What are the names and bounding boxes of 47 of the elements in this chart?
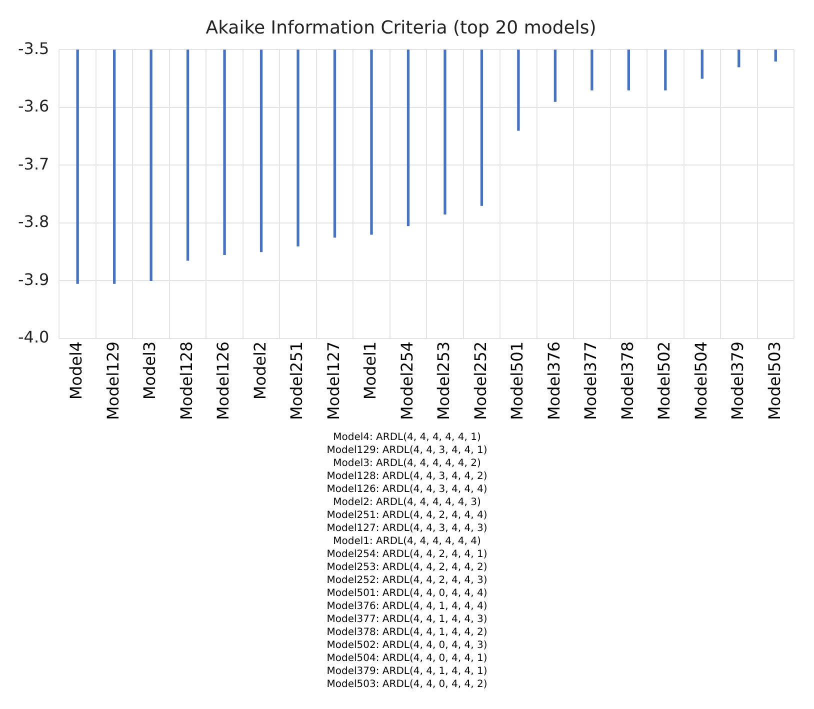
x-tick-label: Model251	[287, 341, 306, 420]
x-tick-label: Model3	[140, 341, 160, 400]
text: Model1: ARDL(4, 4, 4, 4, 4, 4)	[332, 535, 482, 548]
x-tick-label: Model4	[66, 341, 86, 400]
text: Model379: ARDL(4, 4, 1, 4, 4, 1)	[326, 665, 488, 678]
text: Model251: ARDL(4, 4, 2, 4, 4, 4)	[326, 509, 488, 522]
y-tick-label: -4.0	[18, 328, 50, 347]
chart-title: Akaike Information Criteria (top 20 models)	[206, 17, 596, 38]
x-tick-label: Model126	[214, 341, 233, 420]
y-tick-label: -3.8	[18, 212, 50, 232]
text: Model252: ARDL(4, 4, 2, 4, 4, 3)	[326, 574, 488, 587]
y-tick-label: -3.9	[18, 270, 50, 289]
text: Model253: ARDL(4, 4, 2, 4, 4, 2)	[326, 561, 488, 574]
text: Model501: ARDL(4, 4, 0, 4, 4, 4)	[326, 587, 488, 600]
text: Model2: ARDL(4, 4, 4, 4, 4, 3)	[332, 496, 482, 509]
y-tick-label: -3.6	[18, 96, 50, 116]
x-tick-label: Model2	[250, 341, 270, 400]
x-tick-label: Model377	[581, 341, 600, 420]
x-tick-label: Model129	[103, 341, 122, 420]
text: Model129: ARDL(4, 4, 3, 4, 4, 1)	[326, 444, 488, 457]
text: Model127: ARDL(4, 4, 3, 4, 4, 3)	[326, 522, 488, 535]
text: Model128: ARDL(4, 4, 3, 4, 4, 2)	[326, 470, 488, 483]
x-tick-label: Model128	[176, 341, 196, 420]
x-tick-label: Model503	[764, 341, 784, 420]
y-tick-label: -3.7	[18, 154, 50, 174]
text: Model504: ARDL(4, 4, 0, 4, 4, 1)	[326, 652, 488, 665]
text: Model4: ARDL(4, 4, 4, 4, 4, 1)	[332, 431, 482, 444]
x-tick-label: Model253	[434, 341, 454, 420]
y-tick-label: -3.5	[18, 38, 50, 58]
x-tick-label: Model379	[728, 341, 748, 420]
x-tick-label: Model378	[618, 341, 637, 420]
text: Model254: ARDL(4, 4, 2, 4, 4, 1)	[326, 548, 488, 561]
x-tick-label: Model376	[544, 341, 564, 420]
x-tick-label: Model501	[508, 341, 527, 420]
text: Model502: ARDL(4, 4, 0, 4, 4, 3)	[326, 639, 488, 652]
x-tick-label: Model127	[324, 341, 343, 420]
x-tick-label: Model1	[360, 341, 380, 400]
text: Model3: ARDL(4, 4, 4, 4, 4, 2)	[332, 457, 482, 470]
text: Model503: ARDL(4, 4, 0, 4, 4, 2)	[326, 678, 488, 691]
x-tick-label: Model254	[397, 341, 416, 420]
x-tick-label: Model252	[470, 341, 490, 420]
text: Model378: ARDL(4, 4, 1, 4, 4, 2)	[326, 626, 488, 639]
text: Model377: ARDL(4, 4, 1, 4, 4, 3)	[326, 613, 488, 626]
text: Model376: ARDL(4, 4, 1, 4, 4, 4)	[326, 600, 488, 613]
x-tick-label: Model502	[654, 341, 674, 420]
x-tick-label: Model504	[691, 341, 710, 420]
text: Model126: ARDL(4, 4, 3, 4, 4, 4)	[326, 483, 488, 496]
